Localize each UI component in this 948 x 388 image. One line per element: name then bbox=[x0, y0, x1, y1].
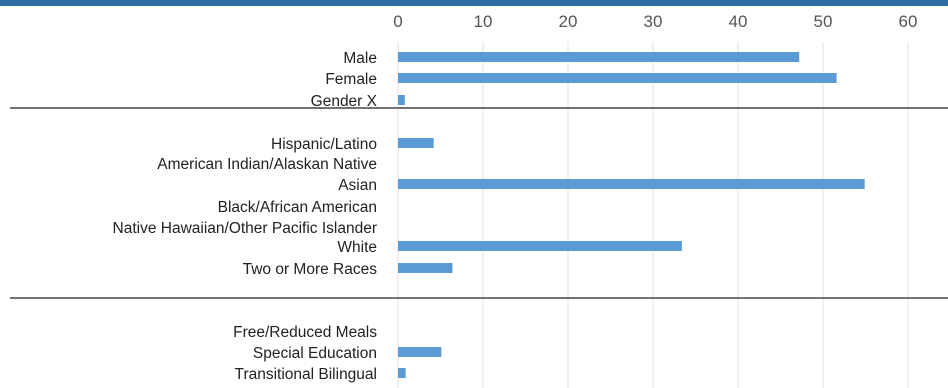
x-tick-label: 10 bbox=[474, 12, 493, 31]
category-label: White bbox=[337, 239, 377, 256]
bar bbox=[398, 138, 434, 148]
category-label: American Indian/Alaskan Native bbox=[157, 156, 377, 173]
category-label: Male bbox=[343, 50, 377, 67]
category-label: Female bbox=[325, 71, 377, 88]
category-label: Free/Reduced Meals bbox=[233, 324, 377, 341]
category-label: Transitional Bilingual bbox=[235, 366, 377, 383]
bar bbox=[398, 95, 405, 105]
x-tick-label: 60 bbox=[899, 12, 918, 31]
bar bbox=[398, 73, 837, 83]
category-label: Asian bbox=[338, 177, 377, 194]
header-band bbox=[0, 0, 948, 6]
bar bbox=[398, 368, 406, 378]
bar bbox=[398, 52, 800, 62]
category-label: Hispanic/Latino bbox=[271, 136, 377, 153]
bar bbox=[398, 179, 865, 189]
category-label: Two or More Races bbox=[243, 261, 378, 278]
x-tick-label: 30 bbox=[644, 12, 663, 31]
category-label: Black/African American bbox=[218, 199, 377, 216]
x-tick-label: 40 bbox=[729, 12, 748, 31]
x-tick-label: 50 bbox=[814, 12, 833, 31]
x-tick-label: 20 bbox=[559, 12, 578, 31]
bar bbox=[398, 347, 442, 357]
x-tick-label: 0 bbox=[393, 12, 402, 31]
category-label: Special Education bbox=[253, 345, 377, 362]
category-label: Gender X bbox=[311, 93, 378, 110]
category-label: Native Hawaiian/Other Pacific Islander bbox=[113, 220, 377, 237]
bar bbox=[398, 263, 453, 273]
bar bbox=[398, 241, 682, 251]
